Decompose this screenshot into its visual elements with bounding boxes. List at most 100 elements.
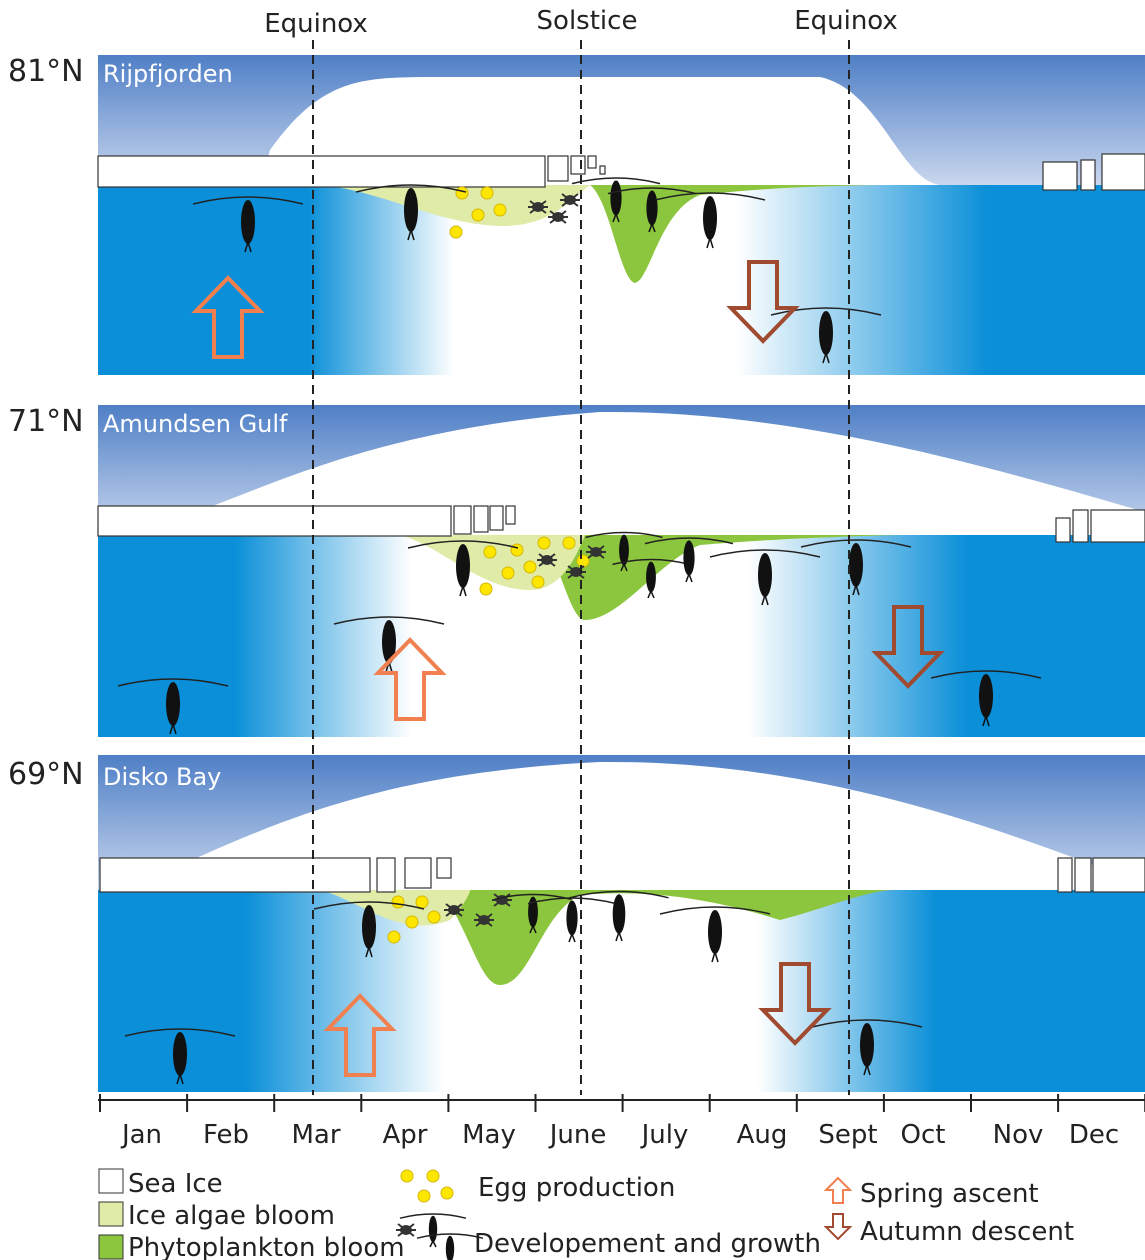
- egg: [511, 544, 523, 556]
- copepod-body: [758, 553, 772, 597]
- egg: [563, 537, 575, 549]
- panel: 81°N Rijpfjorden: [8, 54, 1145, 375]
- copepod-body: [979, 674, 993, 718]
- sea-ice: [98, 506, 451, 536]
- copepod-body: [610, 180, 621, 215]
- sea-ice: [474, 506, 488, 532]
- sea-ice: [490, 506, 503, 530]
- copepod-body: [429, 1216, 437, 1242]
- latitude-label: 81°N: [8, 54, 84, 89]
- site-label: Amundsen Gulf: [103, 410, 288, 438]
- copepod-tail: [430, 1241, 436, 1247]
- sea-ice: [1093, 858, 1145, 892]
- copepod-body: [819, 311, 833, 355]
- month-label: Nov: [993, 1120, 1044, 1150]
- figure: 81°N Rijpfjorden 71°N Amundsen Gulf 69°N Disk…: [0, 0, 1145, 1260]
- egg: [538, 537, 550, 549]
- month-label: Oct: [901, 1120, 946, 1150]
- copepod-body: [566, 900, 577, 935]
- month-label: Jan: [120, 1120, 162, 1150]
- egg: [494, 204, 506, 216]
- legend-label: Ice algae bloom: [128, 1201, 335, 1231]
- sea-ice: [1058, 858, 1072, 892]
- copepod-body: [860, 1023, 874, 1067]
- sea-ice: [1073, 510, 1088, 542]
- sea-ice: [1056, 518, 1070, 542]
- copepod-body: [683, 540, 694, 575]
- copepod-body: [362, 905, 376, 949]
- legend-label: Spring ascent: [860, 1179, 1039, 1209]
- copepod-body: [646, 562, 656, 593]
- sea-ice: [1081, 160, 1095, 190]
- nauplius-body: [400, 1225, 412, 1235]
- sea-ice: [1102, 154, 1145, 190]
- egg: [480, 583, 492, 595]
- egg: [472, 209, 484, 221]
- site-label: Rijpfjorden: [103, 60, 233, 88]
- panel: 71°N Amundsen Gulf: [8, 404, 1145, 737]
- month-label: Mar: [291, 1120, 340, 1150]
- copepod-body: [703, 196, 717, 240]
- egg-icon: [401, 1170, 453, 1202]
- nauplius-body: [532, 202, 544, 212]
- copepod-body: [613, 894, 626, 934]
- growth-icon: [396, 1214, 483, 1260]
- egg: [406, 916, 418, 928]
- sea-ice: [548, 156, 568, 181]
- legend-swatch: [99, 1235, 123, 1259]
- copepod-body: [708, 910, 722, 954]
- legend-swatch: [99, 1169, 123, 1193]
- egg: [428, 911, 440, 923]
- copepod-body: [456, 544, 470, 588]
- nauplius-body: [478, 915, 490, 925]
- copepod-body: [241, 200, 255, 244]
- month-label: Aug: [737, 1120, 788, 1150]
- marker-label: Solstice: [537, 6, 638, 36]
- legend-label: Autumn descent: [860, 1217, 1074, 1247]
- egg: [388, 931, 400, 943]
- month-label: Sept: [818, 1120, 877, 1150]
- legend-label: Egg production: [478, 1173, 675, 1203]
- nauplius-body: [552, 212, 564, 222]
- sea-ice: [454, 506, 471, 534]
- sea-ice: [437, 858, 451, 878]
- nauplius-body: [590, 547, 602, 557]
- copepod-body: [849, 543, 863, 587]
- egg: [392, 896, 404, 908]
- panels: 81°N Rijpfjorden 71°N Amundsen Gulf 69°N Disk…: [8, 54, 1145, 1092]
- sea-ice: [588, 156, 596, 168]
- sea-ice: [506, 506, 515, 524]
- month-label: July: [640, 1120, 689, 1150]
- egg: [577, 555, 589, 567]
- marker-label: Equinox: [794, 6, 898, 36]
- sea-ice: [405, 858, 431, 888]
- month-label: Dec: [1069, 1120, 1119, 1150]
- month-label: Feb: [203, 1120, 249, 1150]
- site-label: Disko Bay: [103, 763, 221, 791]
- nauplius-body: [564, 195, 576, 205]
- latitude-label: 69°N: [8, 757, 84, 792]
- legend-label: Phytoplankton bloom: [128, 1233, 405, 1260]
- month-label: Apr: [383, 1120, 428, 1150]
- nauplius-body: [541, 555, 553, 565]
- panel: 69°N Disko Bay: [8, 755, 1145, 1092]
- sea-ice: [1091, 510, 1145, 542]
- copepod-body: [404, 188, 418, 232]
- marker-label: Equinox: [264, 9, 368, 39]
- sea-ice: [1075, 858, 1091, 892]
- egg: [524, 561, 536, 573]
- legend-label: Developement and growth: [474, 1229, 821, 1259]
- copepod-body: [446, 1236, 454, 1260]
- egg: [532, 576, 544, 588]
- latitude-label: 71°N: [8, 404, 84, 439]
- sea-ice: [98, 156, 545, 187]
- egg: [502, 567, 514, 579]
- legend: Sea Ice Ice algae bloom Phytoplankton bl…: [99, 1169, 1074, 1260]
- sea-ice: [377, 858, 395, 892]
- month-label: June: [548, 1120, 607, 1150]
- sea-ice: [1043, 162, 1077, 190]
- egg: [456, 187, 468, 199]
- egg: [416, 896, 428, 908]
- nauplius-body: [448, 905, 460, 915]
- copepod-body: [166, 682, 180, 726]
